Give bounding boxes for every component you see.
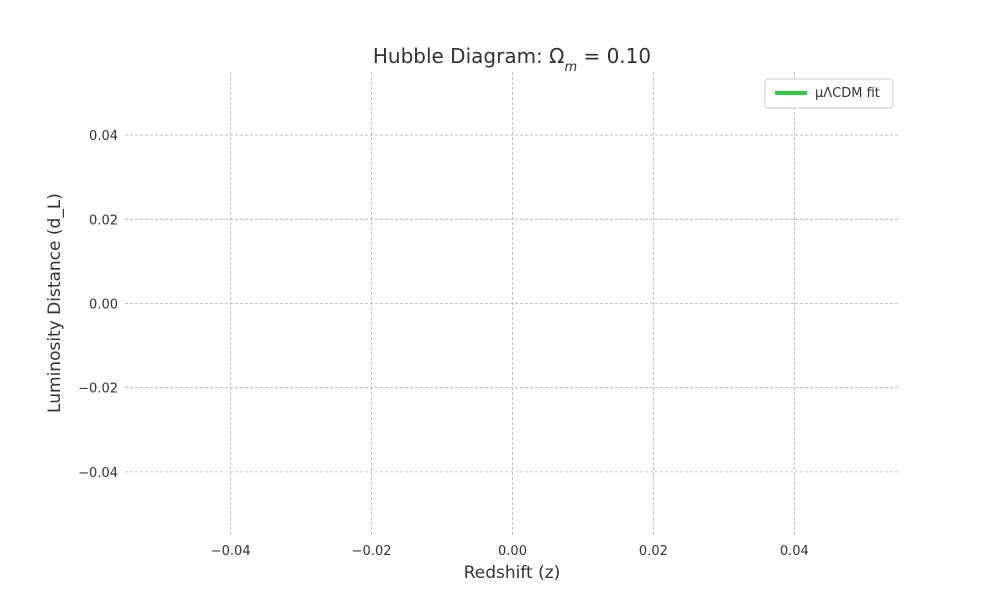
y-tick-label: 0.02: [89, 213, 118, 228]
chart-title-main: Hubble Diagram: Ω: [373, 44, 565, 68]
x-tick-label: 0.04: [780, 544, 809, 559]
x-tick-labels: −0.04 −0.02 0.00 0.02 0.04: [211, 544, 809, 559]
legend-box: [764, 78, 894, 109]
x-tick-label: 0.00: [498, 544, 527, 559]
x-tick-label: 0.02: [639, 544, 668, 559]
y-tick-label: 0.00: [89, 298, 118, 313]
y-axis-label: Luminosity Distance (d_L): [45, 193, 65, 413]
x-tick-label: −0.02: [352, 544, 392, 559]
chart-title: Hubble Diagram: Ωm = 0.10: [373, 44, 651, 75]
legend-label: μΛCDM fit: [815, 86, 880, 101]
x-axis-label: Redshift (z): [464, 563, 561, 583]
chart-title-subscript: m: [564, 60, 577, 75]
y-tick-label: 0.04: [89, 129, 118, 144]
x-tick-label: −0.04: [211, 544, 251, 559]
y-tick-label: −0.02: [78, 382, 118, 397]
y-tick-labels: 0.04 0.02 0.00 −0.02 −0.04: [78, 129, 118, 481]
legend: μΛCDM fit: [764, 78, 894, 109]
chart-title-suffix: = 0.10: [577, 44, 651, 68]
y-tick-label: −0.04: [78, 466, 118, 481]
grid: [125, 72, 900, 535]
